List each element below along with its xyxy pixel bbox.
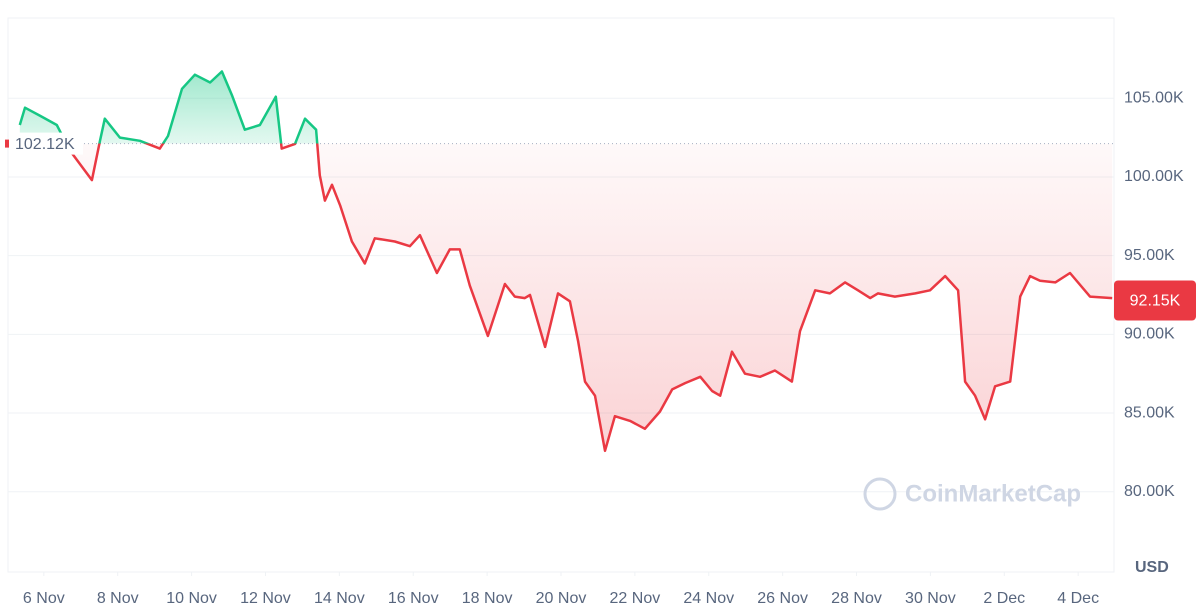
x-tick-label: 2 Dec	[983, 590, 1025, 607]
x-tick-label: 18 Nov	[462, 590, 513, 607]
x-tick-label: 24 Nov	[683, 590, 734, 607]
area-fill	[19, 71, 1113, 451]
y-tick-label: 85.00K	[1124, 404, 1175, 421]
currency-label: USD	[1135, 559, 1169, 576]
x-tick-label: 6 Nov	[23, 590, 65, 607]
watermark: CoinMarketCap	[863, 477, 1081, 511]
y-tick-label: 95.00K	[1124, 247, 1175, 264]
x-tick-label: 30 Nov	[905, 590, 956, 607]
baseline-dot	[5, 139, 9, 148]
x-tick-label: 20 Nov	[536, 590, 587, 607]
watermark-text: CoinMarketCap	[905, 480, 1081, 507]
x-tick-label: 4 Dec	[1057, 590, 1099, 607]
y-tick-label: 80.00K	[1124, 483, 1175, 500]
x-tick-label: 10 Nov	[166, 590, 217, 607]
x-tick-label: 28 Nov	[831, 590, 882, 607]
baseline-label-bg	[11, 132, 83, 155]
last-price-tag	[1114, 280, 1196, 321]
baseline-label: 102.12K	[15, 136, 75, 153]
price-line	[18, 70, 1113, 453]
x-tick-label: 22 Nov	[610, 590, 661, 607]
x-tick-label: 16 Nov	[388, 590, 439, 607]
watermark-logo	[863, 477, 897, 511]
y-tick-label: 100.00K	[1124, 168, 1184, 185]
y-tick-label: 90.00K	[1124, 326, 1175, 343]
y-tick-label: 105.00K	[1124, 89, 1184, 106]
x-tick-label: 8 Nov	[97, 590, 139, 607]
x-tick-label: 12 Nov	[240, 590, 291, 607]
x-tick-label: 26 Nov	[757, 590, 808, 607]
last-price-label: 92.15K	[1130, 293, 1181, 310]
x-tick-label: 14 Nov	[314, 590, 365, 607]
